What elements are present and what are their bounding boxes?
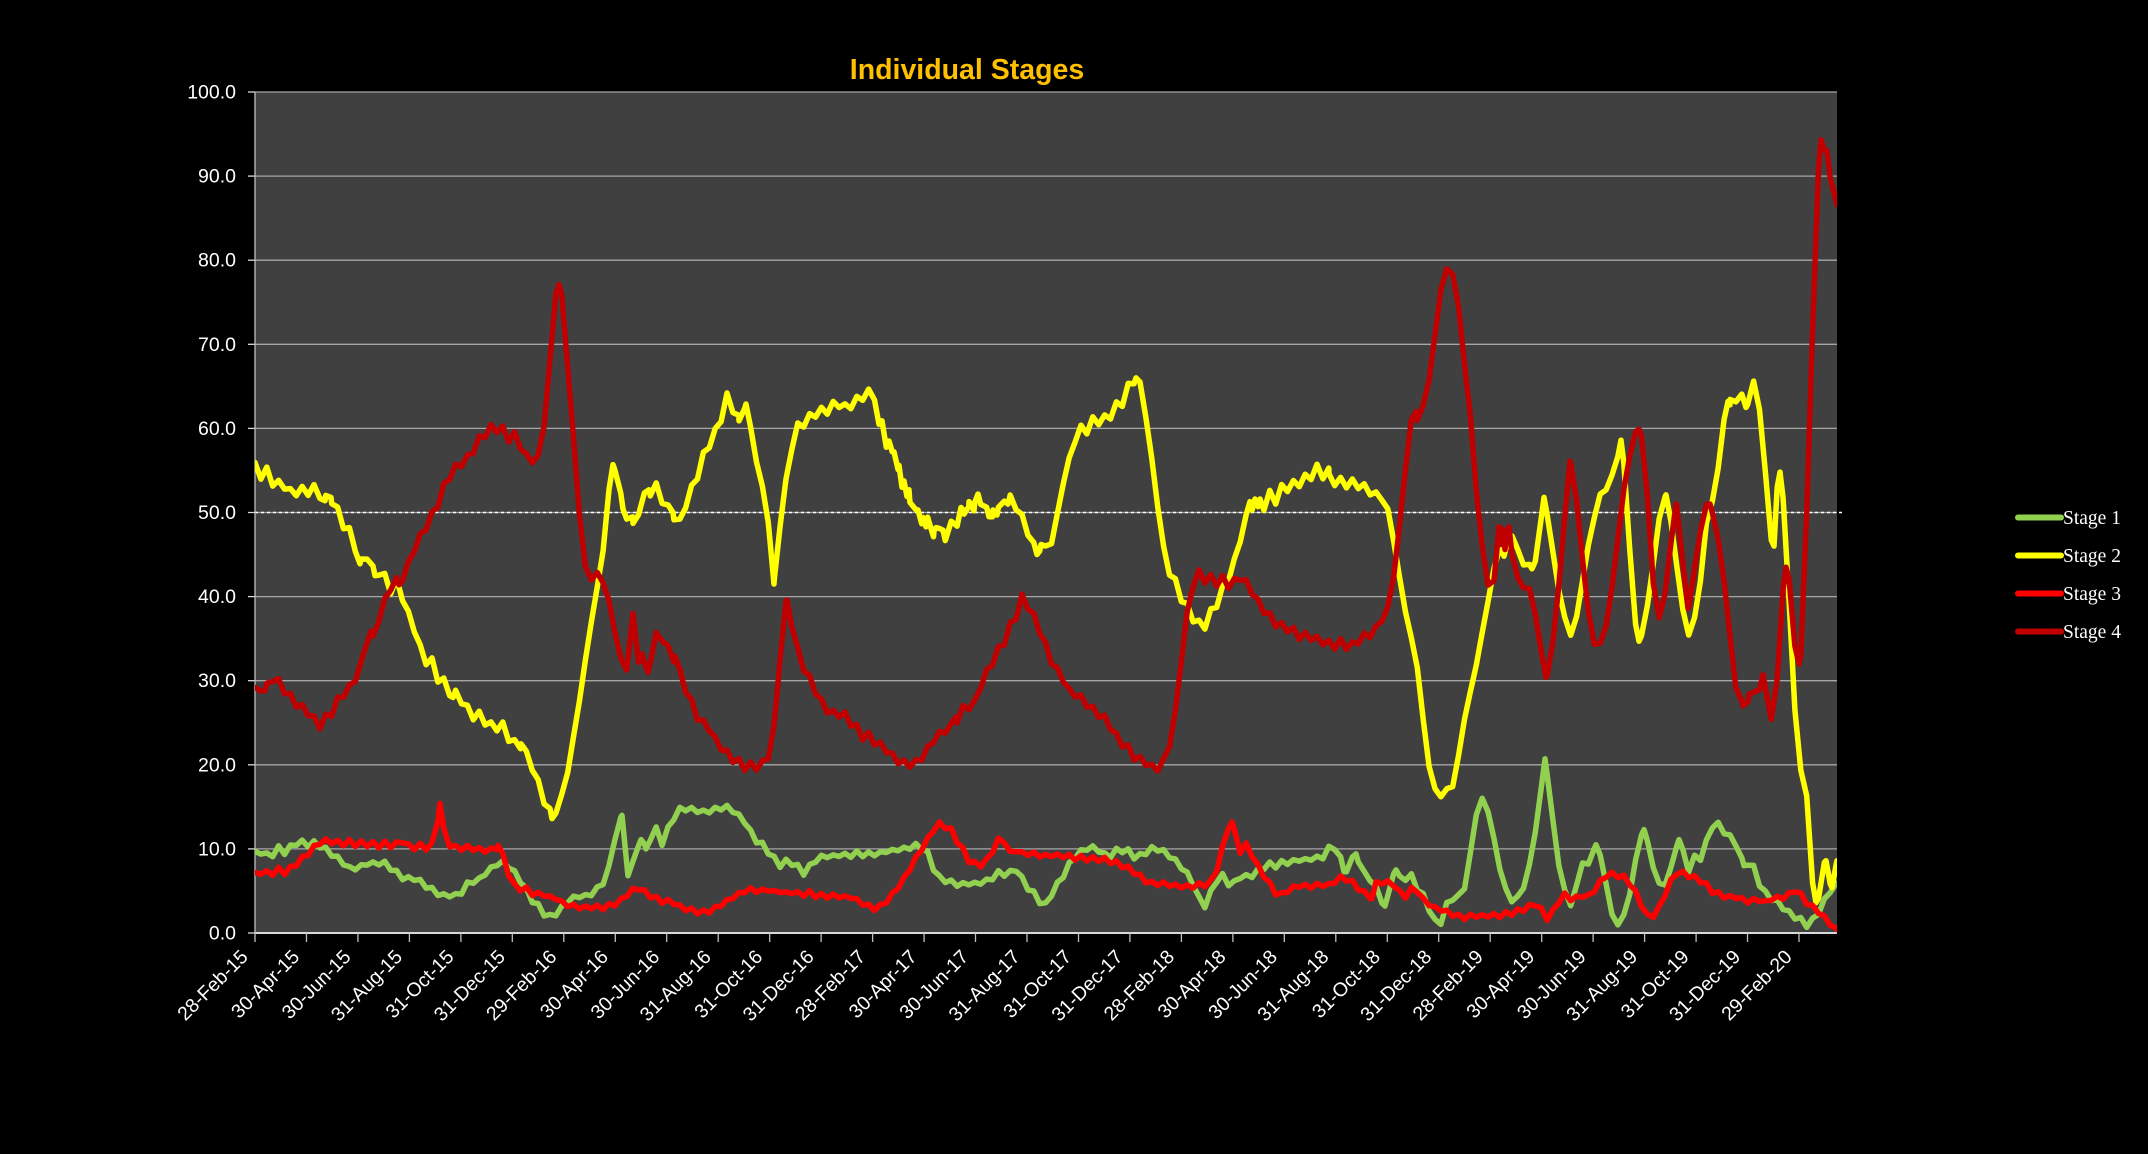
svg-text:Stage 1: Stage 1 [2063, 508, 2121, 529]
svg-text:Stage 4: Stage 4 [2063, 622, 2121, 643]
svg-text:90.0: 90.0 [198, 166, 236, 188]
svg-text:80.0: 80.0 [198, 250, 236, 272]
svg-text:Individual Stages: Individual Stages [850, 54, 1084, 86]
svg-text:40.0: 40.0 [198, 586, 236, 608]
svg-text:20.0: 20.0 [198, 754, 236, 776]
svg-text:30.0: 30.0 [198, 670, 236, 692]
svg-text:10.0: 10.0 [198, 838, 236, 860]
svg-text:100.0: 100.0 [187, 82, 236, 104]
svg-text:Stage 2: Stage 2 [2063, 546, 2121, 567]
svg-text:0.0: 0.0 [209, 923, 236, 945]
svg-text:60.0: 60.0 [198, 418, 236, 440]
svg-text:50.0: 50.0 [198, 502, 236, 524]
svg-text:70.0: 70.0 [198, 334, 236, 356]
svg-text:Stage 3: Stage 3 [2063, 584, 2121, 605]
